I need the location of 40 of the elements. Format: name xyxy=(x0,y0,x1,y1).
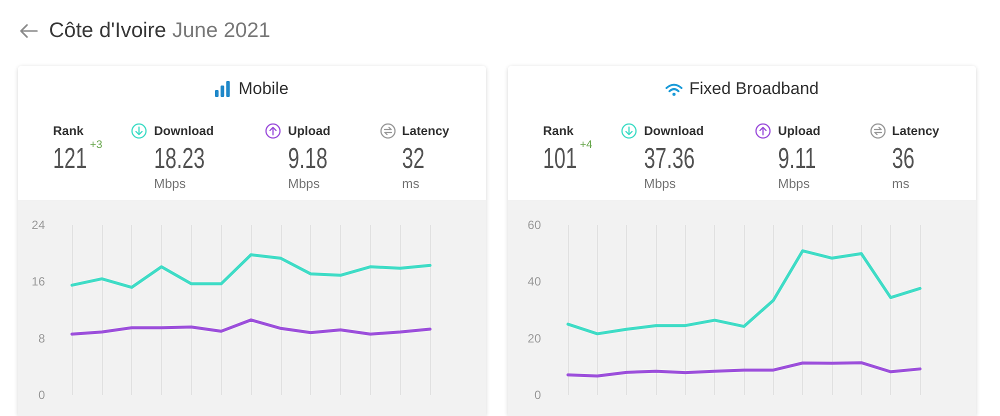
text: Rank xyxy=(53,124,84,138)
y-tick-label: 20 xyxy=(528,331,542,346)
text: 121 xyxy=(53,143,87,175)
y-tick-label: 0 xyxy=(534,388,542,402)
y-tick-label: 0 xyxy=(38,388,46,402)
text: Upload xyxy=(288,124,330,138)
y-tick-label: 24 xyxy=(32,218,46,232)
chart-title: Fixed Broadband xyxy=(689,78,819,100)
text: 9.11 xyxy=(778,143,816,175)
text: Upload xyxy=(778,124,820,138)
line-series xyxy=(566,249,922,336)
text: +4 xyxy=(580,139,592,152)
text: Download xyxy=(644,124,704,138)
text: 32 xyxy=(402,143,425,175)
text: Latency xyxy=(402,124,450,138)
line-series xyxy=(566,361,922,378)
text: 36 xyxy=(892,143,915,175)
text: +3 xyxy=(90,139,102,152)
text: Latency xyxy=(892,124,940,138)
text: Côte d'Ivoire xyxy=(49,19,166,42)
text: ms xyxy=(892,176,910,191)
y-tick-label: 8 xyxy=(38,331,46,346)
text: 18.23 xyxy=(154,143,205,175)
text: ms xyxy=(402,176,420,191)
y-tick-label: 40 xyxy=(528,274,542,289)
text: Mbps xyxy=(154,176,186,191)
text: 9.18 xyxy=(288,143,328,175)
y-tick-label: 60 xyxy=(528,218,542,232)
line-series xyxy=(70,318,432,336)
text: Mbps xyxy=(644,176,676,191)
text: Rank xyxy=(543,124,574,138)
text: 101 xyxy=(543,143,577,175)
text: June 2021 xyxy=(172,19,270,42)
line-series xyxy=(70,253,432,289)
text: Mbps xyxy=(288,176,320,191)
text: 37.36 xyxy=(644,143,695,175)
y-tick-label: 16 xyxy=(32,274,46,289)
text: Mbps xyxy=(778,176,810,191)
text: Download xyxy=(154,124,214,138)
chart-title: Mobile xyxy=(238,78,289,100)
